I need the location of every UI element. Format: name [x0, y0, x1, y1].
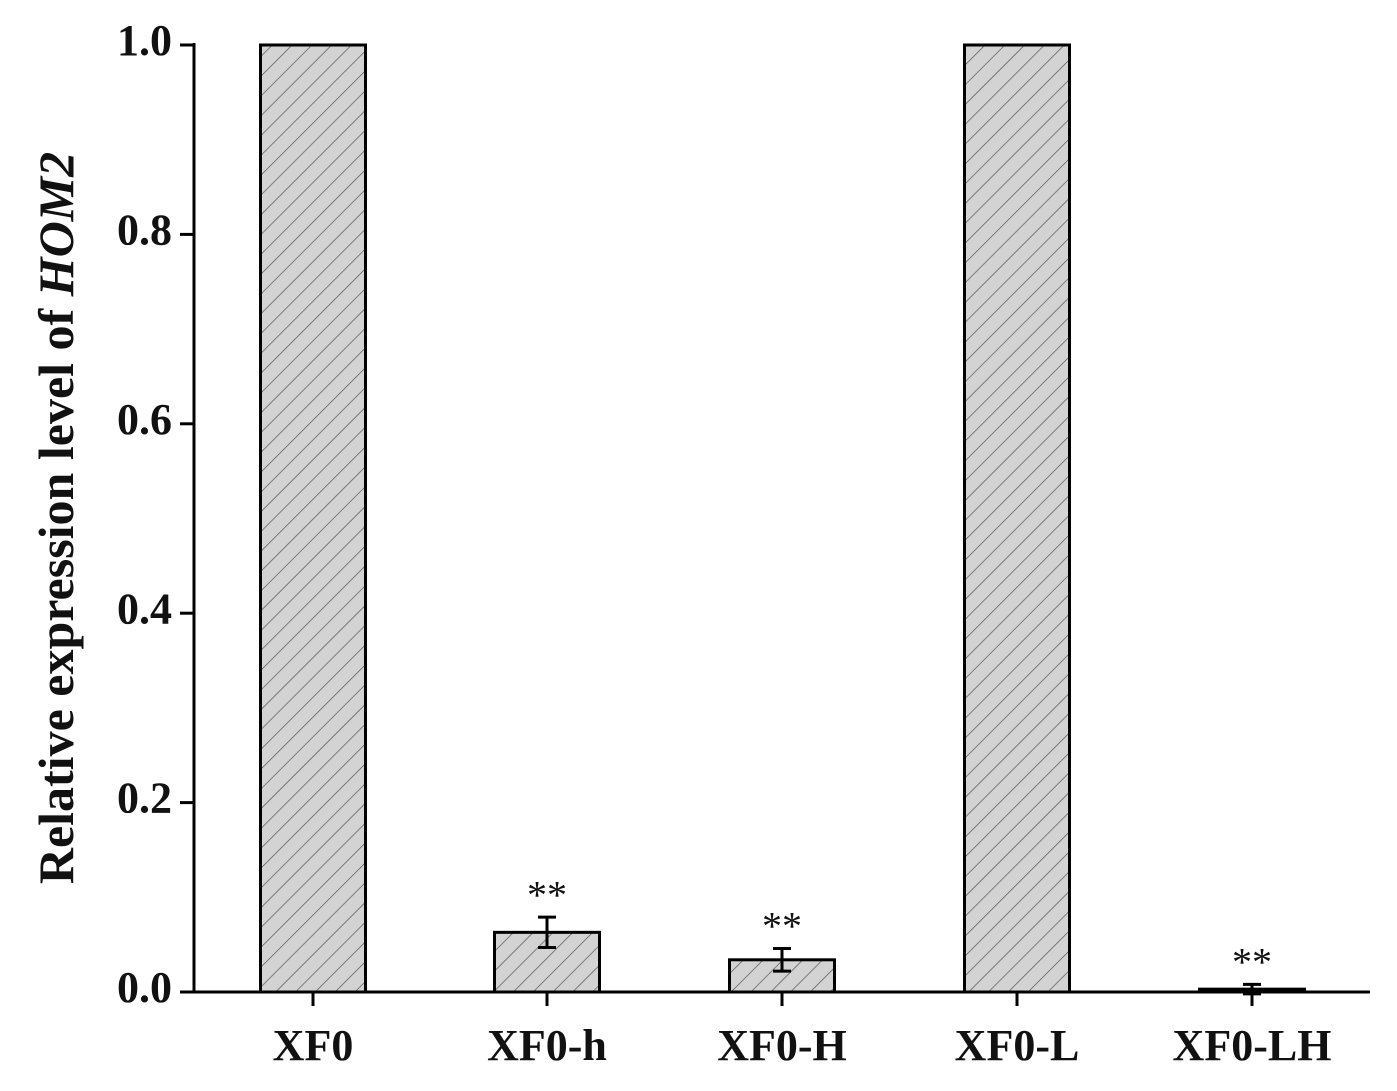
y-tick-label: 0.6 [117, 395, 172, 444]
bar-hatch [963, 43, 1071, 994]
significance-label: ** [762, 904, 802, 949]
y-tick-label: 0.2 [117, 774, 172, 823]
significance-label: ** [1232, 940, 1272, 985]
y-tick-label: 0.4 [117, 584, 172, 633]
x-tick-label: XF0 [273, 1021, 354, 1070]
bar-hatch [259, 43, 367, 994]
y-axis-label: Relative expression level of HOM2 [28, 152, 84, 884]
bar-hatch [493, 930, 601, 994]
x-tick-label: XF0-L [955, 1021, 1080, 1070]
x-tick-label: XF0-H [717, 1021, 847, 1070]
x-tick-label: XF0-h [487, 1021, 607, 1070]
y-tick-label: 0.8 [117, 205, 172, 254]
x-tick-label: XF0-LH [1173, 1021, 1332, 1070]
error-bar [773, 946, 791, 973]
error-bar [538, 915, 556, 949]
y-tick-label: 1.0 [117, 16, 172, 65]
significance-label: ** [527, 872, 567, 917]
y-tick-label: 0.0 [117, 963, 172, 1012]
